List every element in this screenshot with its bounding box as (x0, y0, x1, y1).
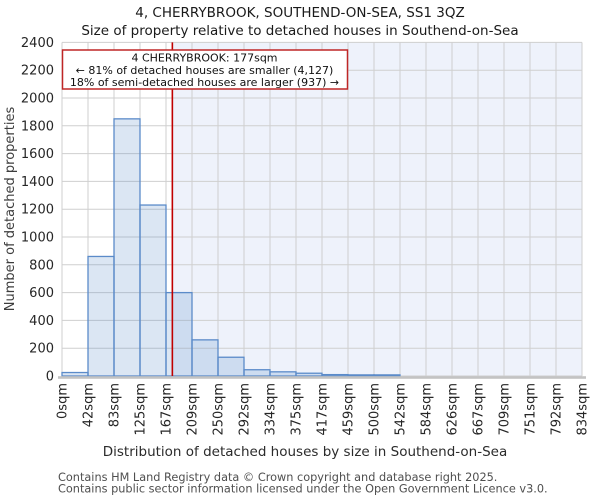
y-tick-labels: 0 200 400 600 800 1000 1200 1400 1600 1800 2000 220… (21, 36, 54, 385)
y-tick-label: 1800 (21, 119, 54, 134)
y-tick-label: 1600 (21, 147, 54, 162)
footer-attribution-line-2: Contains public sector information licen… (58, 483, 548, 496)
y-tick-label: 0 (46, 370, 54, 385)
x-tick-label: 0sqm (56, 383, 71, 419)
annotation-line-2: ← 81% of detached houses are smaller (4,… (76, 64, 334, 77)
x-tick-label: 167sqm (160, 383, 175, 436)
x-tick-label: 626sqm (446, 383, 461, 436)
histogram-bar (87, 255, 115, 377)
x-tick-label: 42sqm (82, 383, 97, 427)
histogram-bar (165, 291, 193, 377)
footer-attribution-line-1: Contains HM Land Registry data © Crown c… (58, 471, 497, 484)
x-tick-label: 292sqm (238, 383, 253, 436)
histogram-bar (61, 371, 89, 377)
x-tick-label: 125sqm (134, 383, 149, 436)
y-tick-label: 1400 (21, 175, 54, 190)
histogram-bars (61, 118, 401, 377)
x-tick-label: 500sqm (368, 383, 383, 436)
annotation-line-1: 4 CHERRYBROOK: 177sqm (131, 52, 277, 65)
y-tick-label: 800 (29, 258, 54, 273)
annotation-border (61, 49, 349, 90)
x-tick-label: 792sqm (550, 383, 565, 436)
histogram-bar (321, 373, 349, 377)
y-axis-label: Number of detached properties (3, 107, 18, 312)
x-tick-labels: 0sqm 42sqm 83sqm 125sqm 167sqm 209sqm 250sqm 29… (56, 383, 591, 436)
x-tick-label: 83sqm (108, 383, 123, 427)
y-tick-label: 1200 (21, 203, 54, 218)
y-tick-label: 600 (29, 286, 54, 301)
y-tick-label: 400 (29, 314, 54, 329)
x-tick-label: 584sqm (420, 383, 435, 436)
x-tick-label: 375sqm (290, 383, 305, 436)
y-tick-label: 2000 (21, 92, 54, 107)
x-axis-label: Distribution of detached houses by size … (103, 444, 508, 460)
x-tick-label: 209sqm (186, 383, 201, 436)
x-axis-line (58, 376, 586, 379)
x-tick-label: 334sqm (264, 383, 279, 436)
y-tick-label: 2400 (21, 36, 54, 51)
x-tick-label: 667sqm (472, 383, 487, 436)
histogram-bar (373, 374, 401, 377)
histogram-bar (139, 204, 167, 377)
histogram-bar (191, 339, 219, 377)
histogram-bar (269, 371, 297, 377)
y-tick-label: 200 (29, 342, 54, 357)
annotation-line-3: 18% of semi-detached houses are larger (… (70, 76, 339, 89)
x-tick-label: 459sqm (342, 383, 357, 436)
page-title: 4, CHERRYBROOK, SOUTHEND-ON-SEA, SS1 3QZ (135, 5, 465, 21)
x-tick-label: 417sqm (316, 383, 331, 436)
annotation-box: 4 CHERRYBROOK: 177sqm ← 81% of detached … (61, 49, 349, 90)
x-tick-label: 709sqm (498, 383, 513, 436)
x-tick-label: 834sqm (576, 383, 591, 436)
histogram-bar (347, 374, 375, 377)
y-tick-label: 1000 (21, 231, 54, 246)
y-tick-label: 2200 (21, 64, 54, 79)
x-tick-label: 751sqm (524, 383, 539, 436)
chart-subtitle: Size of property relative to detached ho… (81, 23, 518, 39)
histogram-bar (217, 356, 245, 377)
histogram-bar (295, 372, 323, 377)
histogram-bar (113, 118, 141, 377)
histogram-bar (243, 369, 271, 377)
x-tick-label: 542sqm (394, 383, 409, 436)
x-tick-label: 250sqm (212, 383, 227, 436)
